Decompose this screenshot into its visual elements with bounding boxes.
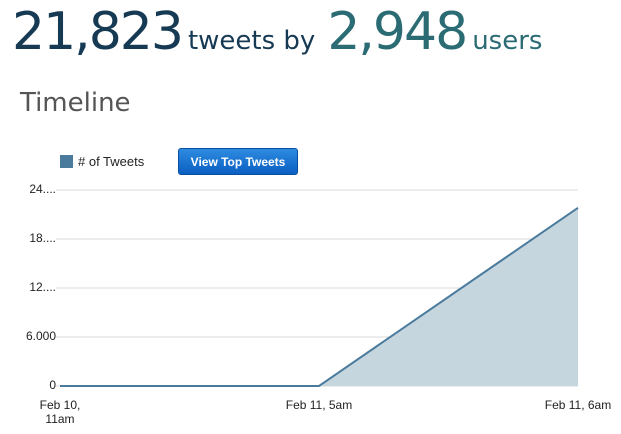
y-tick-label: 24.... xyxy=(29,182,56,196)
view-top-tweets-button[interactable]: View Top Tweets xyxy=(178,148,298,175)
x-tick-label: Feb 10, 11am xyxy=(39,398,81,426)
legend-label: # of Tweets xyxy=(78,154,145,169)
x-tick-label: Feb 11, 6am xyxy=(544,398,612,412)
users-label: users xyxy=(472,26,543,56)
user-count: 2,948 xyxy=(327,2,468,62)
area-fill xyxy=(60,207,578,386)
y-tick-label: 18.... xyxy=(29,231,56,245)
header: 21,823 tweets by 2,948 users xyxy=(12,2,554,62)
legend-swatch xyxy=(60,155,73,168)
y-tick-label: 12.... xyxy=(29,280,56,294)
area-line xyxy=(60,206,579,387)
y-tick-label: 0 xyxy=(49,378,56,392)
section-title: Timeline xyxy=(20,88,131,118)
tweet-count: 21,823 xyxy=(12,2,184,62)
legend: # of Tweets xyxy=(60,154,144,169)
tweets-label: tweets by xyxy=(187,26,316,56)
y-tick-label: 6.000 xyxy=(26,329,56,343)
x-tick-label: Feb 11, 5am xyxy=(285,398,353,412)
